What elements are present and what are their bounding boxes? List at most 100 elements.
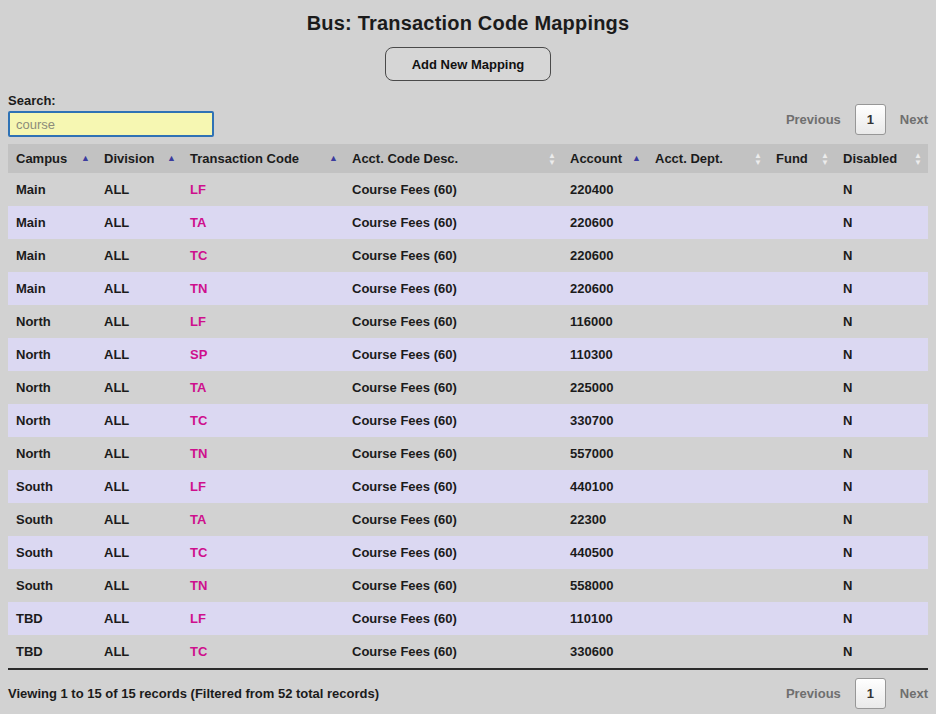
column-header-fund[interactable]: Fund▲▼ [768, 144, 835, 173]
cell-account: 110300 [562, 338, 647, 371]
cell-campus: Main [8, 239, 96, 272]
cell-campus: North [8, 404, 96, 437]
cell-acct-dept [647, 635, 768, 668]
cell-account: 330600 [562, 635, 647, 668]
cell-transaction-code[interactable]: SP [182, 338, 344, 371]
cell-transaction-code[interactable]: LF [182, 602, 344, 635]
cell-transaction-code[interactable]: TN [182, 569, 344, 602]
page-number-button[interactable]: 1 [855, 678, 886, 709]
column-header-disabled[interactable]: Disabled ▲▼ [835, 144, 928, 173]
cell-disabled: N [835, 569, 928, 602]
cell-division: ALL [96, 305, 182, 338]
column-header-account[interactable]: Account▲ [562, 144, 647, 173]
cell-transaction-code[interactable]: TA [182, 206, 344, 239]
cell-acct-dept [647, 470, 768, 503]
cell-account: 116000 [562, 305, 647, 338]
cell-fund [768, 305, 835, 338]
cell-account: 557000 [562, 437, 647, 470]
toolbar: Search: Previous 1 Next [8, 93, 928, 137]
cell-acct-dept [647, 239, 768, 272]
table-row: SouthALLTNCourse Fees (60)558000N [8, 569, 928, 602]
cell-transaction-code[interactable]: TC [182, 404, 344, 437]
cell-acct-dept [647, 602, 768, 635]
cell-transaction-code[interactable]: TN [182, 437, 344, 470]
cell-account: 220600 [562, 239, 647, 272]
cell-account: 225000 [562, 371, 647, 404]
cell-account: 440500 [562, 536, 647, 569]
cell-acct-code-desc: Course Fees (60) [344, 635, 562, 668]
next-button[interactable]: Next [900, 112, 928, 127]
cell-acct-dept [647, 569, 768, 602]
table-row: MainALLTACourse Fees (60)220600N [8, 206, 928, 239]
add-new-mapping-button[interactable]: Add New Mapping [385, 47, 552, 81]
table-row: NorthALLTACourse Fees (60)225000N [8, 371, 928, 404]
cell-campus: Main [8, 272, 96, 305]
table-row: MainALLTCCourse Fees (60)220600N [8, 239, 928, 272]
cell-transaction-code[interactable]: TC [182, 239, 344, 272]
search-block: Search: [8, 93, 214, 137]
column-label: Disabled [843, 151, 897, 166]
cell-division: ALL [96, 173, 182, 206]
cell-transaction-code[interactable]: TC [182, 536, 344, 569]
cell-acct-dept [647, 503, 768, 536]
cell-transaction-code[interactable]: TC [182, 635, 344, 668]
table-row: NorthALLLFCourse Fees (60)116000N [8, 305, 928, 338]
cell-division: ALL [96, 239, 182, 272]
cell-campus: North [8, 371, 96, 404]
cell-account: 220400 [562, 173, 647, 206]
cell-disabled: N [835, 272, 928, 305]
cell-fund [768, 635, 835, 668]
previous-button[interactable]: Previous [786, 112, 841, 127]
cell-disabled: N [835, 239, 928, 272]
column-label: Division [104, 151, 155, 166]
cell-transaction-code[interactable]: LF [182, 173, 344, 206]
records-status-text: Viewing 1 to 15 of 15 records (Filtered … [8, 686, 379, 701]
cell-transaction-code[interactable]: TA [182, 371, 344, 404]
cell-fund [768, 470, 835, 503]
cell-disabled: N [835, 536, 928, 569]
cell-division: ALL [96, 338, 182, 371]
next-button[interactable]: Next [900, 686, 928, 701]
cell-acct-code-desc: Course Fees (60) [344, 272, 562, 305]
column-label: Transaction Code [190, 151, 299, 166]
column-header-transaction-code[interactable]: Transaction Code▲ [182, 144, 344, 173]
table-row: MainALLLFCourse Fees (60)220400N [8, 173, 928, 206]
cell-transaction-code[interactable]: TN [182, 272, 344, 305]
page-number-button[interactable]: 1 [855, 104, 886, 135]
cell-transaction-code[interactable]: LF [182, 470, 344, 503]
cell-division: ALL [96, 635, 182, 668]
column-header-acct-code-desc[interactable]: Acct. Code Desc.▲▼ [344, 144, 562, 173]
mappings-table: Campus▲Division▲Transaction Code▲Acct. C… [8, 144, 928, 668]
cell-transaction-code[interactable]: LF [182, 305, 344, 338]
column-header-division[interactable]: Division ▲ [96, 144, 182, 173]
previous-button[interactable]: Previous [786, 686, 841, 701]
cell-campus: South [8, 569, 96, 602]
cell-division: ALL [96, 437, 182, 470]
cell-fund [768, 338, 835, 371]
table-row: NorthALLTNCourse Fees (60)557000N [8, 437, 928, 470]
sort-unsorted-icon: ▲▼ [914, 152, 922, 166]
button-row: Add New Mapping [0, 47, 936, 81]
cell-acct-dept [647, 206, 768, 239]
column-label: Acct. Code Desc. [352, 151, 458, 166]
cell-disabled: N [835, 305, 928, 338]
search-input[interactable] [8, 111, 214, 137]
cell-transaction-code[interactable]: TA [182, 503, 344, 536]
cell-disabled: N [835, 470, 928, 503]
cell-acct-dept [647, 404, 768, 437]
cell-division: ALL [96, 503, 182, 536]
cell-campus: Main [8, 173, 96, 206]
sort-ascending-icon: ▲ [81, 154, 90, 163]
cell-disabled: N [835, 503, 928, 536]
cell-division: ALL [96, 371, 182, 404]
cell-disabled: N [835, 173, 928, 206]
column-label: Acct. Dept. [655, 151, 723, 166]
cell-fund [768, 371, 835, 404]
cell-acct-code-desc: Course Fees (60) [344, 536, 562, 569]
column-header-campus[interactable]: Campus▲ [8, 144, 96, 173]
column-header-acct-dept[interactable]: Acct. Dept.▲▼ [647, 144, 768, 173]
cell-fund [768, 437, 835, 470]
sort-ascending-icon: ▲ [167, 154, 176, 163]
cell-acct-code-desc: Course Fees (60) [344, 305, 562, 338]
sort-unsorted-icon: ▲▼ [821, 152, 829, 166]
